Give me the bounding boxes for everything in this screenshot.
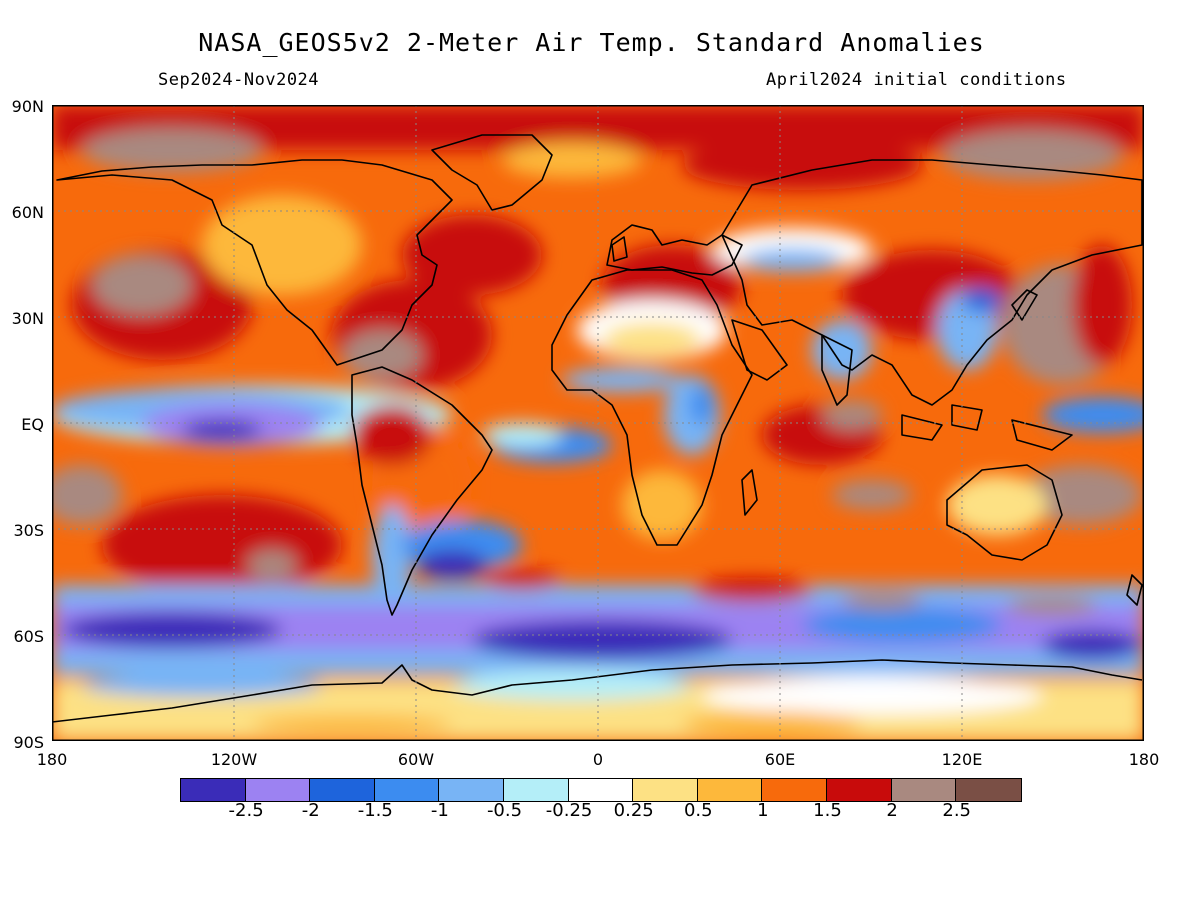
colorbar-label: -1.5: [357, 800, 393, 821]
lat-label: 90N: [11, 97, 44, 116]
colorbar-label: -1: [430, 800, 449, 821]
colorbar-swatch: [181, 779, 246, 801]
lat-label: EQ: [21, 415, 44, 434]
colorbar-label: -2: [301, 800, 320, 821]
colorbar-label: 2: [886, 800, 898, 821]
colorbar-label: 2.5: [942, 800, 972, 821]
lon-label: 60W: [397, 750, 435, 769]
graticule: [52, 105, 1144, 741]
colorbar-swatch: [568, 779, 634, 801]
initial-conditions: April2024 initial conditions: [766, 70, 1067, 90]
colorbar-swatch: [503, 779, 569, 801]
lon-label: 0: [592, 750, 604, 769]
lon-label: 180: [1128, 750, 1160, 769]
colorbar-label: -2.5: [228, 800, 264, 821]
colorbar-swatch: [891, 779, 957, 801]
colorbar-swatch: [697, 779, 763, 801]
colorbar-label: 1: [757, 800, 769, 821]
colorbar-label: 0.5: [683, 800, 713, 821]
lon-label: 120E: [941, 750, 983, 769]
lon-label: 60E: [764, 750, 796, 769]
map-canvas: [52, 105, 1144, 741]
colorbar-swatch: [439, 779, 504, 801]
colorbar-swatch: [826, 779, 892, 801]
colorbar: [180, 778, 1022, 802]
anomaly-map: [52, 105, 1144, 741]
lat-label: 30N: [11, 309, 44, 328]
map-frame: [52, 105, 1144, 741]
lat-label: 30S: [13, 521, 44, 540]
colorbar-swatch: [633, 779, 698, 801]
colorbar-label: -0.5: [486, 800, 523, 821]
colorbar-swatch: [245, 779, 311, 801]
lat-label: 90S: [13, 733, 44, 752]
colorbar-swatch: [374, 779, 440, 801]
valid-period: Sep2024-Nov2024: [158, 70, 320, 90]
coastlines: [52, 134, 1143, 723]
colorbar-swatch: [310, 779, 375, 801]
colorbar-swatch: [762, 779, 827, 801]
map-title: NASA_GEOS5v2 2-Meter Air Temp. Standard …: [198, 28, 985, 57]
colorbar-swatch: [956, 779, 1021, 801]
colorbar-label: -0.25: [545, 800, 593, 821]
colorbar-label: 0.25: [613, 800, 654, 821]
lon-label: 180: [36, 750, 68, 769]
colorbar-label: 1.5: [813, 800, 842, 821]
lat-label: 60S: [13, 627, 44, 646]
lat-label: 60N: [11, 203, 44, 222]
lon-label: 120W: [210, 750, 258, 769]
